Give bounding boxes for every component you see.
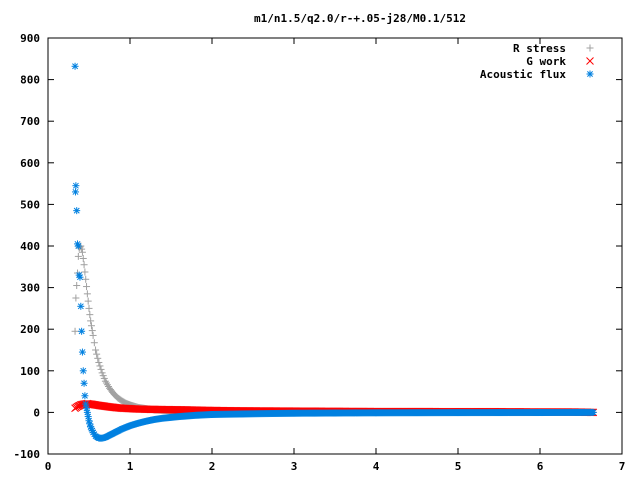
data-point — [79, 367, 87, 375]
data-point — [76, 273, 84, 281]
data-point — [83, 283, 91, 291]
axes: 0 1 2 3 4 5 6 7 -100 0 100 200 300 400 500 600 700 800 900 — [14, 32, 626, 473]
x-tick-label: 0 — [45, 460, 52, 473]
legend-marker — [586, 57, 594, 65]
data-point — [82, 400, 90, 408]
x-tick-label: 4 — [373, 460, 380, 473]
data-point — [81, 268, 89, 276]
y-tick-label: -100 — [14, 448, 41, 461]
y-tick-label: 500 — [20, 198, 40, 211]
y-tick-label: 800 — [20, 74, 40, 87]
y-tick-label: 100 — [20, 365, 40, 378]
data-point — [78, 248, 86, 256]
data-point — [72, 182, 80, 190]
x-tick-label: 5 — [455, 460, 462, 473]
x-tick-label: 2 — [209, 460, 216, 473]
data-point — [88, 327, 96, 335]
legend-marker — [586, 44, 594, 52]
x-tick-label: 1 — [127, 460, 134, 473]
data-point — [74, 242, 82, 250]
data-point — [97, 365, 105, 373]
data-point — [101, 377, 109, 385]
data-point — [81, 392, 89, 400]
data-point — [92, 346, 100, 354]
data-point — [78, 327, 86, 335]
data-point — [80, 261, 88, 269]
data-point — [82, 275, 90, 283]
data-point — [85, 304, 93, 312]
data-point — [589, 408, 597, 416]
data-point — [94, 354, 102, 362]
data-point — [78, 245, 86, 253]
x-tick-label: 7 — [619, 460, 626, 473]
legend-label: R stress — [513, 42, 566, 55]
data-point — [93, 350, 101, 358]
legend-label: G work — [526, 55, 566, 68]
data-point — [84, 297, 92, 305]
y-tick-label: 400 — [20, 240, 40, 253]
y-tick-label: 0 — [33, 406, 40, 419]
data-point — [71, 188, 79, 196]
data-point — [72, 294, 80, 302]
series-r-stress — [71, 242, 597, 416]
data-point — [80, 379, 88, 387]
data-point — [73, 282, 81, 290]
y-tick-label: 200 — [20, 323, 40, 336]
series-acoustic-flux — [71, 62, 597, 442]
data-point — [95, 358, 103, 366]
chart-title: m1/n1.5/q2.0/r-+.05-j28/M0.1/512 — [254, 12, 466, 25]
y-tick-label: 300 — [20, 282, 40, 295]
x-tick-label: 3 — [291, 460, 298, 473]
data-point — [74, 252, 82, 260]
data-point — [89, 331, 97, 339]
plot-frame — [47, 37, 623, 455]
y-tick-label: 900 — [20, 32, 40, 45]
data-point — [83, 290, 91, 298]
legend-label: Acoustic flux — [480, 68, 566, 81]
data-point — [96, 362, 104, 370]
data-point — [73, 207, 81, 215]
data-point — [102, 379, 110, 387]
data-point — [90, 339, 98, 347]
data-point — [87, 317, 95, 325]
data-point — [86, 311, 94, 319]
data-point — [79, 254, 87, 262]
y-tick-label: 700 — [20, 115, 40, 128]
data-point — [78, 348, 86, 356]
data-point — [87, 322, 95, 330]
data-point — [103, 381, 111, 389]
data-marks — [71, 62, 598, 442]
x-tick-label: 6 — [537, 460, 544, 473]
legend-marker — [586, 70, 594, 78]
data-point — [71, 327, 79, 335]
data-point — [71, 62, 79, 70]
data-point — [77, 302, 85, 310]
y-tick-label: 600 — [20, 157, 40, 170]
